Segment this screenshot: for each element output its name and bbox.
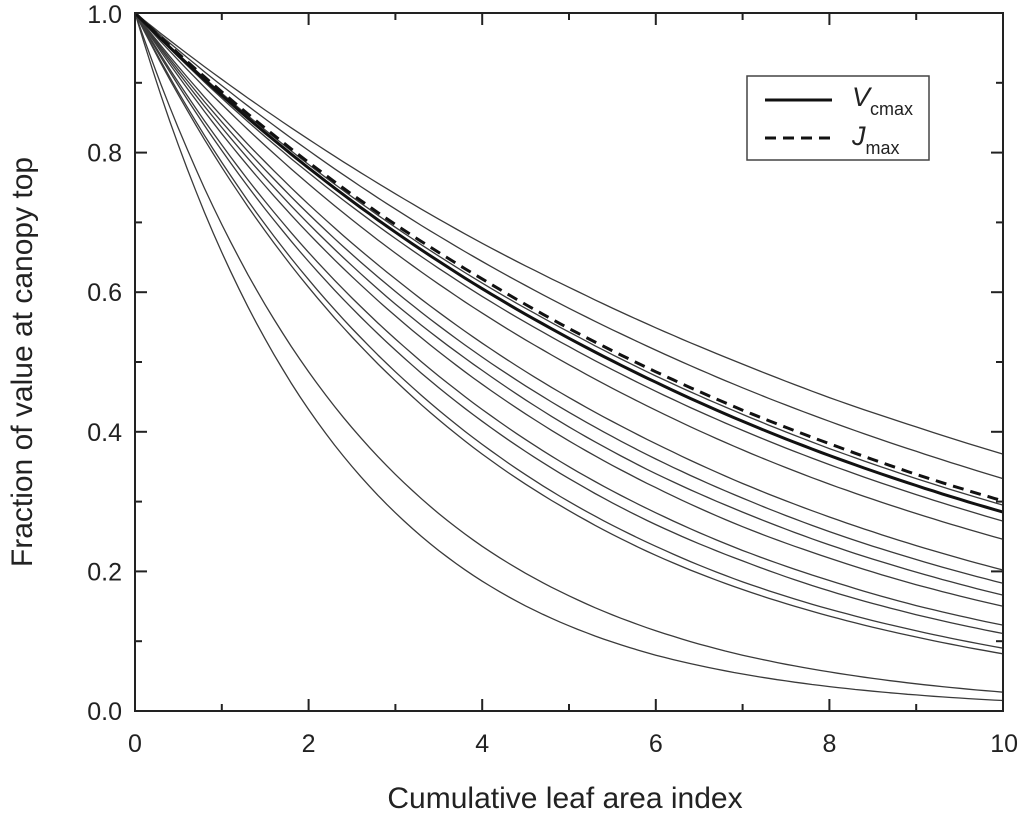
x-tick-label: 10: [990, 730, 1018, 758]
series-line-9: [134, 12, 1004, 607]
x-axis-title: Cumulative leaf area index: [387, 782, 742, 815]
series-line-4: [134, 12, 1004, 522]
series-line-5: [134, 12, 1004, 540]
x-tick-label: 0: [128, 730, 142, 758]
x-tick-label: 4: [475, 730, 489, 758]
series-line-6: [134, 12, 1004, 571]
x-tick-label: 6: [649, 730, 663, 758]
series-line-7: [134, 12, 1004, 584]
series-line-13: [134, 12, 1004, 655]
legend: Vcmax Jmax: [746, 75, 930, 161]
series-line-10: [134, 12, 1004, 626]
data-series-group: [133, 11, 1004, 702]
series-line-8: [134, 12, 1004, 596]
legend-label-jmax: Jmax: [851, 121, 900, 158]
series-line-vcmax: [133, 11, 1004, 514]
series-line-jmax: [133, 11, 1004, 503]
y-tick-label: 0.8: [87, 140, 122, 168]
legend-symbol-vcmax: V: [852, 82, 873, 112]
series-line-11: [134, 12, 1004, 635]
series-line-14: [134, 12, 1004, 693]
series-line-3: [134, 12, 1004, 506]
y-tick-label: 0.6: [87, 279, 122, 307]
y-tick-label: 0.4: [87, 419, 122, 447]
series-line-12: [134, 12, 1004, 649]
series-line-2: [134, 12, 1004, 480]
y-tick-label: 0.0: [87, 698, 122, 726]
legend-box: [746, 75, 930, 161]
x-tick-label: 2: [302, 730, 316, 758]
legend-symbol-jmax: J: [851, 121, 866, 151]
y-tick-label: 0.2: [87, 558, 122, 586]
axis-ticks: [134, 12, 1004, 712]
tick-labels: 0 2 4 6 8 10 0.0 0.2 0.4 0.6 0.8 1.0: [87, 1, 1018, 758]
series-line-15: [134, 12, 1004, 702]
legend-subscript-jmax: max: [866, 138, 900, 158]
series-line-1: [134, 12, 1004, 455]
legend-subscript-vcmax: cmax: [870, 99, 913, 119]
x-tick-label: 8: [822, 730, 836, 758]
y-tick-label: 1.0: [87, 1, 122, 29]
legend-label-vcmax: Vcmax: [852, 82, 913, 119]
y-axis-title: Fraction of value at canopy top: [6, 157, 39, 567]
